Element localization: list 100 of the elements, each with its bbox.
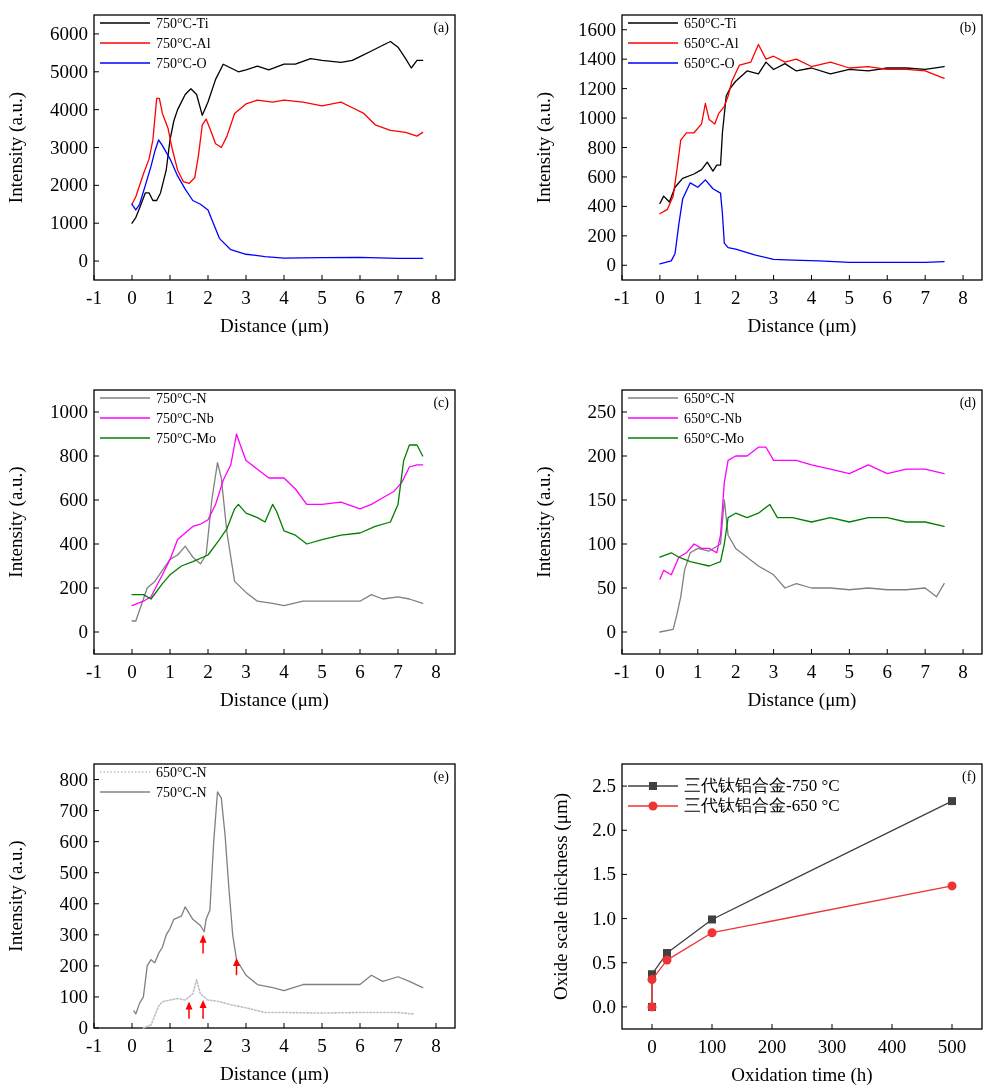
line-series	[131, 97, 424, 205]
y-tick-label: 600	[59, 830, 88, 852]
x-tick-label: 2	[203, 661, 213, 682]
y-tick-label: 2.0	[592, 819, 616, 841]
y-tick-label: 0	[78, 621, 88, 642]
x-tick-label: 0	[655, 661, 665, 682]
x-tick-label: 0	[127, 1035, 137, 1056]
x-tick-label: 3	[768, 287, 779, 308]
annotation: (f)	[962, 769, 977, 785]
x-tick-label: 1	[165, 287, 175, 308]
x-axis-title: Distance (μm)	[747, 315, 857, 337]
x-tick-label: 8	[958, 287, 968, 308]
x-tick-label: 4	[279, 661, 290, 682]
y-tick-label: 1400	[578, 48, 616, 70]
legend-label: 三代钛铝合金-750 °C	[684, 776, 840, 795]
x-tick-label: 0	[655, 287, 665, 308]
y-axis-title: Intensity (a.u.)	[5, 91, 27, 204]
y-tick-label: 250	[587, 401, 616, 422]
y-tick-label: 200	[59, 954, 88, 976]
y-tick-label: 200	[587, 445, 616, 466]
y-tick-label: 2.5	[592, 775, 616, 797]
line-series	[142, 979, 414, 1029]
point	[948, 797, 956, 806]
line-series	[131, 461, 424, 622]
point	[647, 975, 657, 985]
x-tick-label: -1	[614, 661, 630, 682]
x-tick-label: -1	[614, 287, 630, 308]
x-tick-label: 7	[393, 661, 403, 682]
y-tick-label: 1200	[578, 77, 616, 99]
annotation: (a)	[433, 20, 450, 36]
point	[663, 949, 671, 958]
annotation: (d)	[959, 395, 977, 411]
y-tick-label: 1.5	[592, 863, 616, 885]
annotation: (b)	[959, 20, 977, 36]
y-tick-label: 5000	[50, 60, 88, 82]
x-tick-label: 2	[730, 661, 741, 682]
y-tick-label: 400	[587, 195, 616, 217]
x-tick-label: 2	[730, 287, 741, 308]
x-tick-label: 3	[768, 661, 779, 682]
x-tick-label: 5	[317, 287, 327, 308]
x-tick-label: 400	[877, 1036, 907, 1057]
y-tick-label: 0	[606, 254, 616, 276]
x-axis-title: Distance (μm)	[220, 315, 329, 337]
line-series	[659, 503, 945, 567]
x-tick-label: 5	[317, 661, 327, 682]
x-axis-title: Distance (μm)	[747, 689, 857, 711]
x-tick-label: 8	[431, 287, 441, 308]
y-tick-label: 1600	[578, 18, 616, 40]
x-tick-label: 4	[279, 1035, 290, 1056]
y-tick-label: 200	[59, 577, 88, 598]
y-tick-label: 0.0	[592, 995, 616, 1017]
y-tick-label: 1000	[50, 401, 88, 422]
x-tick-label: 3	[241, 661, 251, 682]
line-series	[659, 179, 945, 265]
x-tick-label: 4	[806, 287, 817, 308]
x-tick-label: 1	[693, 287, 703, 308]
y-axis-title: Intensity (a.u.)	[533, 466, 555, 578]
x-axis-title: Oxidation time (h)	[731, 1064, 873, 1086]
y-tick-label: 600	[59, 489, 88, 510]
point	[708, 915, 716, 924]
x-tick-label: 2	[203, 1035, 213, 1056]
y-tick-label: 1.0	[592, 907, 616, 929]
x-tick-label: 100	[697, 1036, 727, 1057]
y-tick-label: 400	[59, 892, 88, 914]
y-tick-label: 0	[606, 621, 616, 642]
y-tick-label: 600	[587, 165, 616, 187]
point	[947, 881, 957, 891]
x-tick-label: 500	[937, 1036, 967, 1057]
x-tick-label: 6	[355, 287, 365, 308]
x-tick-label: -1	[86, 287, 102, 308]
line-series	[131, 40, 424, 224]
legend-label: 750°C-Ti	[156, 16, 209, 31]
x-tick-label: 3	[241, 287, 251, 308]
y-tick-label: 300	[59, 923, 88, 945]
x-tick-label: 0	[647, 1036, 657, 1057]
legend-label: 650°C-O	[684, 56, 735, 71]
legend-label: 650°C-Ti	[684, 16, 737, 31]
x-tick-label: 6	[355, 661, 365, 682]
y-tick-label: 200	[587, 224, 616, 246]
x-tick-label: 1	[165, 1035, 175, 1056]
y-tick-label: 700	[59, 799, 88, 821]
x-tick-label: 5	[844, 287, 855, 308]
y-tick-label: 0.5	[592, 951, 616, 973]
x-tick-label: 5	[317, 1035, 327, 1056]
y-axis-title: Oxide scale thickness (μm)	[550, 793, 572, 1000]
legend-label: 750°C-Al	[156, 36, 211, 51]
y-tick-label: 800	[59, 768, 88, 790]
x-tick-label: 3	[241, 1035, 251, 1056]
y-tick-label: 150	[587, 489, 616, 510]
line-series	[659, 499, 945, 633]
y-tick-label: 0	[78, 250, 88, 272]
legend-label: 650°C-Al	[684, 36, 739, 51]
x-tick-label: 4	[806, 661, 817, 682]
x-tick-label: 300	[817, 1036, 847, 1057]
y-axis-title: Intensity (a.u.)	[5, 466, 27, 578]
x-tick-label: 5	[844, 661, 855, 682]
legend-label: 三代钛铝合金-650 °C	[684, 796, 840, 815]
x-tick-label: 7	[920, 287, 930, 308]
y-tick-label: 400	[59, 533, 88, 554]
legend-label: 750°C-O	[156, 56, 207, 71]
